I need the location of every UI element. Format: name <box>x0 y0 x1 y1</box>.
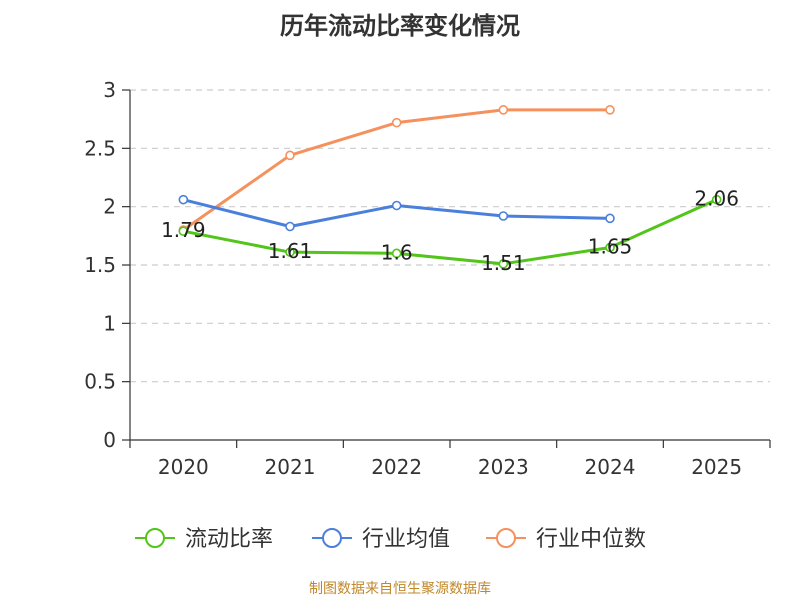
data-point-0 <box>391 248 402 259</box>
data-point-2 <box>391 117 402 128</box>
x-tick-label: 2024 <box>585 455 636 479</box>
data-label: 2.06 <box>694 187 739 211</box>
data-label: 1.65 <box>588 235 633 259</box>
data-point-1 <box>605 213 615 224</box>
data-point-0 <box>498 259 509 269</box>
data-point-2 <box>285 150 295 161</box>
y-tick-label: 0 <box>103 428 116 452</box>
series-line-0 <box>183 198 718 266</box>
data-point-0 <box>711 194 722 205</box>
data-label: 1.51 <box>481 251 526 275</box>
legend-label: 流动比率 <box>185 527 273 552</box>
data-point-1 <box>498 211 509 221</box>
y-tick-label: 0.5 <box>84 370 116 394</box>
y-tick-label: 1 <box>103 311 116 335</box>
data-point-0 <box>285 247 295 257</box>
x-tick-label: 2022 <box>371 455 422 479</box>
y-tick-label: 2 <box>103 195 116 219</box>
data-point-2 <box>498 105 509 115</box>
legend-marker <box>322 528 342 548</box>
data-point-2 <box>605 105 615 115</box>
data-point-1 <box>285 221 295 232</box>
x-tick-label: 2021 <box>265 455 316 479</box>
data-point-1 <box>178 194 189 205</box>
data-label: 1.61 <box>268 239 313 263</box>
data-label: 1.79 <box>161 218 206 242</box>
data-label: 1.6 <box>381 240 413 264</box>
x-tick-label: 2020 <box>158 455 209 479</box>
legend-label: 行业中位数 <box>536 527 646 552</box>
chart-title: 历年流动比率变化情况 <box>280 12 520 40</box>
series-line-2 <box>182 108 610 232</box>
x-tick-label: 2023 <box>478 455 529 479</box>
data-point-0 <box>178 226 189 236</box>
legend-marker <box>145 528 165 548</box>
legend-label: 行业均值 <box>362 527 450 552</box>
x-tick-label: 2025 <box>691 455 742 479</box>
data-point-0 <box>605 242 615 253</box>
legend-marker <box>496 528 516 548</box>
y-tick-label: 2.5 <box>84 136 116 160</box>
data-point-1 <box>391 200 402 211</box>
source-note: 制图数据来自恒生聚源数据库 <box>309 581 491 597</box>
y-tick-label: 3 <box>103 78 116 102</box>
y-tick-label: 1.5 <box>84 253 116 277</box>
